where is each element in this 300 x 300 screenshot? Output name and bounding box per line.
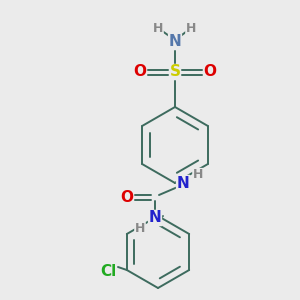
Text: O: O: [121, 190, 134, 205]
Text: N: N: [169, 34, 182, 50]
Text: O: O: [134, 64, 146, 80]
Text: H: H: [153, 22, 163, 34]
Text: S: S: [169, 64, 181, 80]
Text: H: H: [135, 223, 145, 236]
Text: H: H: [193, 169, 203, 182]
Text: N: N: [148, 211, 161, 226]
Text: O: O: [203, 64, 217, 80]
Text: Cl: Cl: [100, 265, 116, 280]
Text: N: N: [177, 176, 189, 190]
Text: H: H: [186, 22, 196, 34]
